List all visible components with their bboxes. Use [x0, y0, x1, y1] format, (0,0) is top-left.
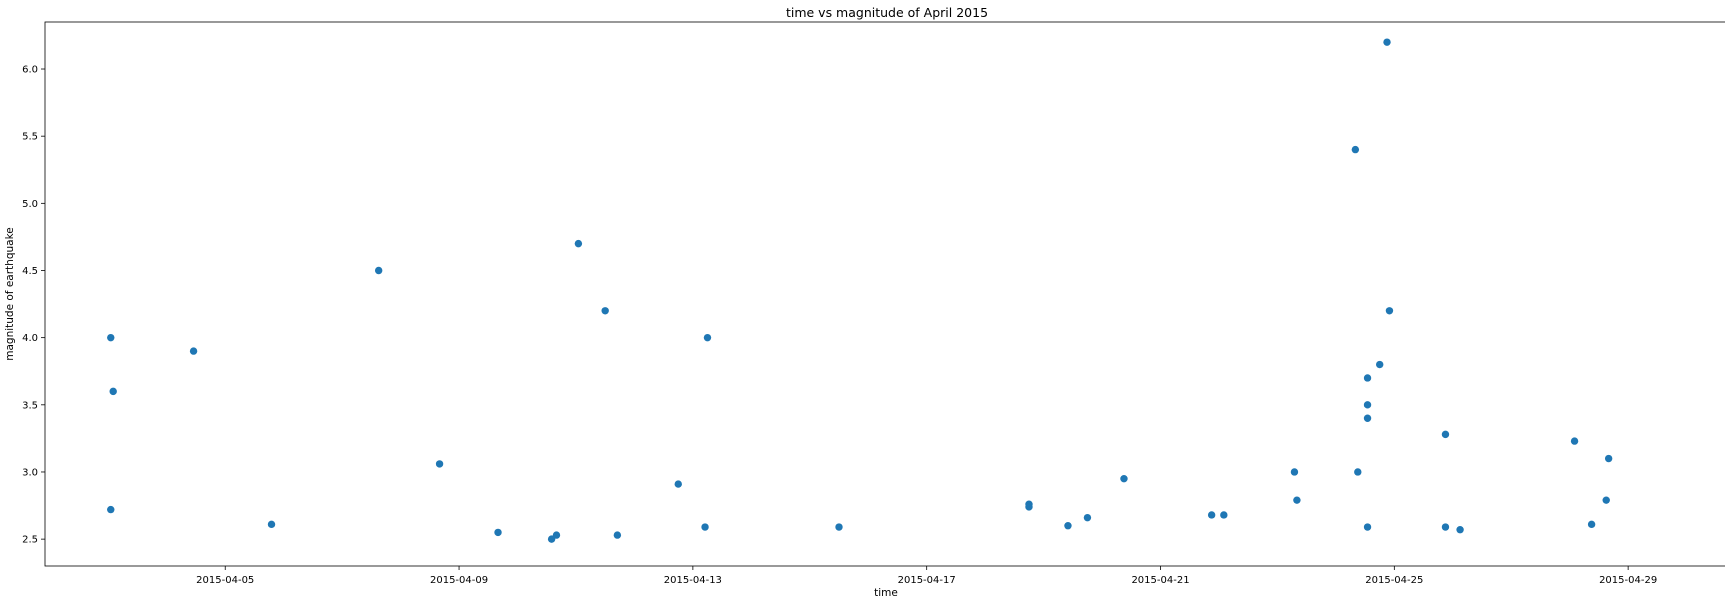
data-point: [552, 531, 561, 539]
x-tick-label: 2015-04-21: [1131, 575, 1189, 586]
data-point: [1290, 468, 1299, 476]
x-axis-label: time: [874, 587, 898, 599]
data-point: [1363, 414, 1372, 422]
data-point: [1604, 454, 1613, 463]
data-point: [613, 531, 622, 539]
data-point: [107, 505, 115, 514]
y-tick-label: 3.0: [22, 467, 38, 478]
y-tick-label: 5.5: [22, 132, 38, 143]
data-point: [835, 523, 843, 531]
y-tick-label: 6.0: [22, 65, 38, 76]
data-point: [374, 266, 383, 275]
data-point: [1385, 307, 1394, 315]
x-tick-label: 2015-04-05: [196, 575, 254, 586]
data-point: [109, 387, 117, 396]
data-point: [1293, 496, 1301, 504]
x-tick-label: 2015-04-13: [664, 575, 722, 586]
data-point: [435, 460, 444, 468]
data-point: [1441, 523, 1450, 531]
data-point: [267, 520, 276, 529]
data-point: [1083, 513, 1092, 522]
data-point: [1025, 503, 1033, 511]
data-point: [1587, 520, 1596, 529]
y-tick-label: 2.5: [22, 535, 38, 546]
data-point: [1441, 430, 1450, 439]
data-point: [1220, 511, 1228, 519]
data-point: [1363, 401, 1372, 409]
x-tick-label: 2015-04-25: [1365, 575, 1423, 586]
data-point: [1383, 38, 1391, 46]
data-point: [1363, 523, 1372, 531]
y-tick-label: 4.5: [22, 266, 38, 277]
data-point: [189, 347, 198, 355]
data-point: [574, 239, 583, 248]
y-tick-label: 3.5: [22, 400, 38, 411]
data-point: [1363, 374, 1372, 382]
data-point: [703, 333, 712, 342]
data-point: [494, 528, 502, 537]
plot-area-frame: [44, 21, 1725, 567]
y-tick-label: 4.0: [22, 333, 38, 344]
data-point: [1120, 474, 1128, 483]
data-point: [1064, 522, 1072, 530]
x-tick-label: 2015-04-17: [898, 575, 956, 586]
data-point: [1354, 468, 1362, 476]
data-point: [701, 523, 709, 531]
data-point: [1570, 437, 1579, 445]
data-point: [601, 307, 609, 315]
data-point: [1602, 496, 1610, 504]
y-axis-label: magnitude of earthquake: [4, 227, 16, 361]
chart-title: time vs magnitude of April 2015: [786, 5, 988, 20]
x-tick-label: 2015-04-09: [430, 575, 488, 586]
data-point: [107, 333, 115, 342]
data-point: [1376, 360, 1384, 369]
data-point: [1456, 526, 1464, 534]
data-points: [107, 38, 1613, 543]
data-point: [1351, 145, 1360, 154]
data-point: [674, 480, 682, 488]
y-axis-ticks: 2.5 3.0 3.5 4.0 4.5 5.0 5.5 6.0: [22, 65, 45, 546]
x-axis-ticks: 2015-04-05 2015-04-09 2015-04-13 2015-04-17…: [196, 566, 1657, 586]
data-point: [1207, 511, 1216, 519]
x-tick-label: 2015-04-29: [1599, 575, 1657, 586]
data-point: [547, 535, 556, 543]
y-tick-label: 5.0: [22, 199, 38, 210]
